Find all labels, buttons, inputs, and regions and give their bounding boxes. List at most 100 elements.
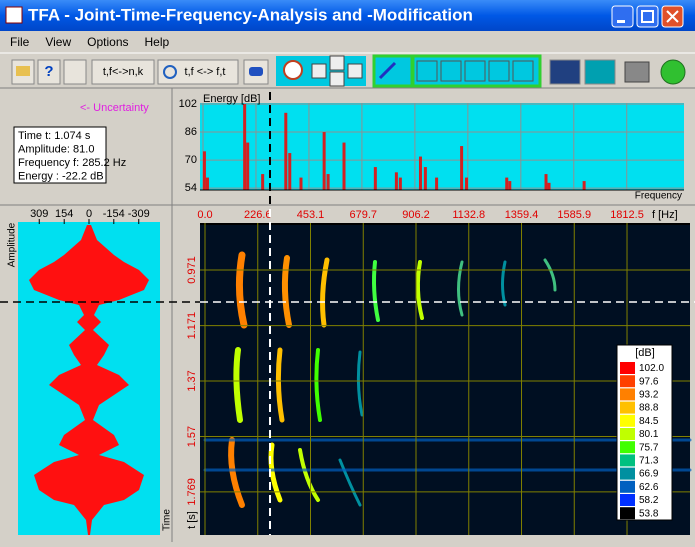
minimize-button[interactable] [611, 5, 634, 28]
spectrogram-image [200, 225, 692, 535]
button-label: t,f <-> f,t [185, 66, 226, 78]
info-line: Time t: 1.074 s [18, 130, 91, 142]
bar [505, 177, 509, 190]
x-tick-label: 226.6 [244, 209, 272, 221]
colorbar-label: 88.8 [639, 403, 659, 414]
zoom-down-button[interactable] [329, 71, 345, 87]
x-tick-label: 1585.9 [557, 209, 591, 221]
x-tick-label: 0 [86, 208, 92, 220]
select-button[interactable] [416, 60, 438, 82]
band [203, 438, 692, 472]
x-tick-label: 309 [30, 208, 48, 220]
bar [205, 177, 209, 190]
axis-title: Frequency [635, 191, 682, 202]
y-tick-label: 1.37 [186, 370, 198, 391]
bar [460, 146, 464, 190]
menu-bar: File View Options Help [10, 35, 170, 49]
x-tick-label: 1812.5 [610, 209, 644, 221]
bar [284, 112, 288, 190]
bar [394, 172, 398, 190]
harmonic [356, 350, 364, 417]
colorbar-swatch [620, 507, 635, 520]
open-icon [16, 66, 30, 76]
target-button[interactable] [660, 59, 686, 85]
colorbar-swatch [620, 375, 635, 388]
menu-item[interactable]: Options [87, 35, 128, 49]
bar [547, 182, 551, 190]
menu-item[interactable]: Help [145, 35, 170, 49]
colorbar-swatch [620, 441, 635, 454]
zoom-button[interactable] [283, 60, 303, 80]
y-tick-label: 86 [185, 126, 197, 138]
harmonic [415, 260, 424, 320]
info-button[interactable] [63, 59, 87, 85]
window-title: TFA - Joint-Time-Frequency-Analysis and … [28, 5, 473, 24]
noise-floor [200, 225, 690, 535]
help-button[interactable] [37, 59, 61, 85]
maximize-button[interactable] [636, 5, 659, 28]
energy-chart: 102 86 70 54 Energy [dB] Frequency [179, 93, 684, 202]
colorbar-label: 75.7 [639, 442, 659, 453]
colorbar-swatch [620, 480, 635, 493]
multi-vertical-button[interactable] [488, 60, 510, 82]
bar [288, 153, 292, 190]
x-tick-label: 1359.4 [505, 209, 539, 221]
x-tick-label: 1132.8 [452, 209, 485, 221]
colorbar-label: 58.2 [639, 495, 659, 506]
sound-button[interactable] [584, 59, 616, 85]
button-label: t,f<->n,k [103, 66, 144, 78]
rotate-icon [163, 65, 177, 79]
transform-ft-button[interactable] [157, 59, 239, 85]
display-button[interactable] [549, 59, 581, 85]
colorbar-swatch [620, 428, 635, 440]
zoom-in-button[interactable] [347, 63, 363, 79]
colorbar-swatch [620, 388, 635, 401]
colorbar-entries: [dB] 102.0 97.6 93.2 88.8 84.5 80.1 75.7 71.3 66.… [620, 347, 664, 519]
horizontal-select-button[interactable] [464, 60, 486, 82]
waveform-axes: 309 154 0 -154 -309 Amplitude Time [7, 208, 173, 531]
colorbar-label: 93.2 [639, 390, 659, 401]
colorbar-title: [dB] [635, 347, 655, 359]
axis-title: Amplitude [7, 222, 18, 267]
x-tick-label: 906.2 [402, 209, 430, 221]
colorbar-swatch [620, 414, 635, 427]
colorbar-label: 66.9 [639, 469, 659, 480]
cursor-tool-button[interactable] [372, 54, 414, 88]
x-tick-label: 154 [55, 208, 73, 220]
harmonic [314, 348, 322, 422]
menu-item[interactable]: View [45, 35, 71, 49]
toolbar: ? t,f<->n,k t,f <-> f,t [11, 54, 686, 88]
info-line: Amplitude: 81.0 [18, 143, 94, 155]
maximize-icon [641, 10, 654, 23]
harmonic [235, 251, 248, 329]
bar [246, 142, 250, 190]
minimize-icon [617, 20, 625, 23]
menu-item[interactable]: File [10, 35, 30, 49]
harmonic [281, 255, 292, 328]
multi-horizontal-button[interactable] [512, 60, 534, 82]
bar [299, 177, 303, 190]
axis-title: Time [162, 509, 173, 531]
harmonic [457, 260, 464, 317]
camera-button[interactable] [624, 61, 650, 83]
info-line: Frequency f: 285.2 Hz [18, 157, 126, 169]
x-tick-label: 453.1 [297, 209, 325, 221]
zoom-out-button[interactable] [311, 63, 327, 79]
colorbar-swatch [620, 401, 635, 414]
bar [202, 151, 206, 190]
vertical-select-button[interactable] [440, 60, 462, 82]
axis-title: f [Hz] [652, 209, 678, 221]
y-tick-label: 0.971 [186, 256, 198, 284]
info-line: Energy : -22.2 dB [18, 170, 104, 182]
harmonic [372, 260, 380, 322]
colorbar-label: 80.1 [639, 429, 659, 440]
car-icon [249, 67, 263, 76]
zoom-reset-button[interactable] [329, 55, 345, 71]
bar [342, 142, 346, 190]
cursor-icon [378, 61, 397, 80]
bar [582, 181, 586, 190]
app-icon [5, 6, 23, 24]
transform-nk-button[interactable] [91, 59, 155, 85]
x-tick-label: -154 [103, 208, 125, 220]
